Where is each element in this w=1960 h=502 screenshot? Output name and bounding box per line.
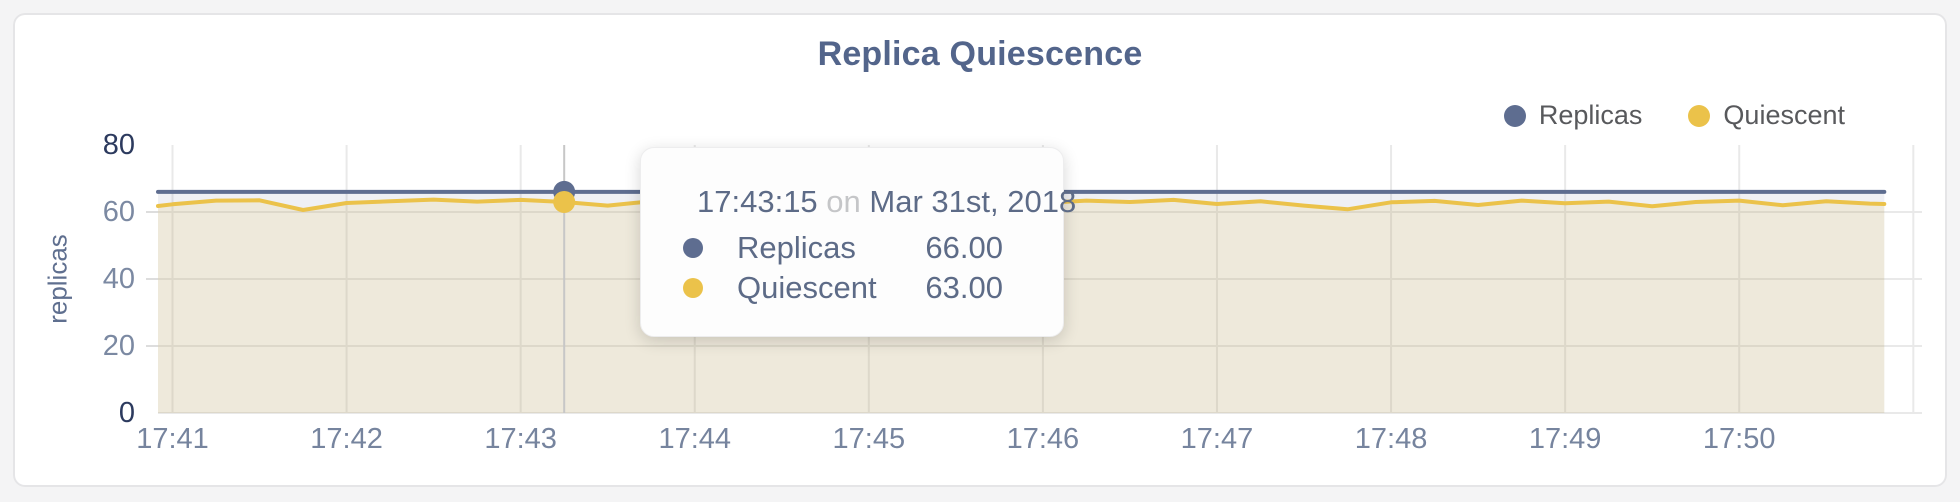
- tooltip-title: 17:43:15 on Mar 31st, 2018: [697, 184, 1076, 220]
- x-tick-label: 17:47: [1180, 423, 1254, 455]
- tooltip-series-label: Replicas: [737, 230, 856, 265]
- tooltip-row: Replicas 66.00: [683, 228, 1003, 268]
- y-tick-label: 0: [118, 397, 135, 429]
- tooltip-series-dot-quiescent: [683, 278, 703, 298]
- legend-item-replicas[interactable]: Replicas: [1503, 100, 1643, 131]
- x-tick-label: 17:48: [1354, 423, 1428, 455]
- tooltip-series-value: 66.00: [925, 230, 1003, 265]
- y-tick-label: 80: [102, 129, 135, 161]
- tooltip-time: 17:43:15: [697, 184, 818, 219]
- chart-card: Replica Quiescence Replicas Quiescent re…: [13, 13, 1947, 487]
- chart-legend: Replicas Quiescent: [1503, 100, 1845, 131]
- tooltip-row: Quiescent 63.00: [683, 268, 1003, 308]
- legend-swatch-replicas: [1503, 104, 1526, 127]
- x-tick-label: 17:50: [1702, 423, 1776, 455]
- legend-label-quiescent: Quiescent: [1723, 100, 1845, 130]
- legend-item-quiescent[interactable]: Quiescent: [1688, 100, 1845, 131]
- x-tick-label: 17:46: [1006, 423, 1080, 455]
- tooltip-series-dot-replicas: [683, 238, 703, 258]
- x-tick-label: 17:43: [484, 423, 557, 455]
- tooltip-series-value: 63.00: [925, 270, 1003, 305]
- y-tick-label: 40: [102, 263, 135, 295]
- tooltip-date: Mar 31st, 2018: [869, 184, 1077, 219]
- legend-label-replicas: Replicas: [1538, 100, 1643, 130]
- x-tick-label: 17:44: [658, 423, 732, 455]
- chart-title: Replica Quiescence: [817, 35, 1143, 73]
- chart-tooltip: 17:43:15 on Mar 31st, 2018 Replicas 66.0…: [640, 147, 1076, 337]
- tooltip-series-label: Quiescent: [737, 270, 877, 305]
- tooltip-connector: on: [826, 184, 861, 219]
- x-tick-label: 17:49: [1528, 423, 1602, 455]
- x-tick-label: 17:45: [832, 423, 906, 455]
- legend-swatch-quiescent: [1688, 104, 1711, 127]
- x-tick-label: 17:41: [136, 423, 209, 455]
- hover-marker-quiescent: [553, 190, 576, 213]
- y-tick-label: 60: [102, 196, 135, 228]
- y-tick-label: 20: [102, 330, 135, 362]
- x-tick-label: 17:42: [310, 423, 383, 455]
